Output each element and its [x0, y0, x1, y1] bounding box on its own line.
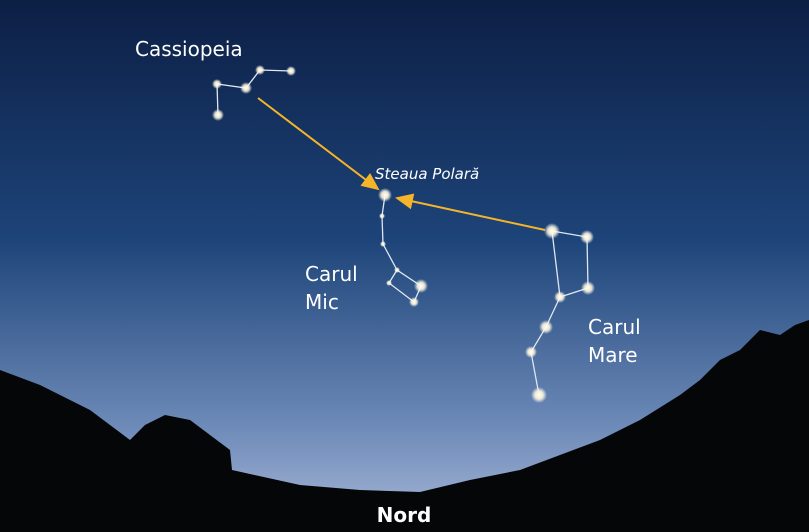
label-line: Mare: [588, 343, 638, 367]
stars: [212, 65, 595, 403]
label-line: Carul: [305, 262, 358, 286]
label-line: Mic: [305, 290, 339, 314]
pointer-arrows: [257, 97, 546, 231]
direction-label: Nord: [377, 503, 432, 527]
horizon-silhouette: [0, 320, 809, 532]
label-line: Carul: [588, 315, 641, 339]
big-dipper-label: Carul Mare: [588, 315, 647, 367]
cassiopeia-label: Cassiopeia: [135, 37, 243, 61]
little-dipper-label: Carul Mic: [305, 262, 364, 314]
polaris-label: Steaua Polară: [375, 165, 479, 183]
